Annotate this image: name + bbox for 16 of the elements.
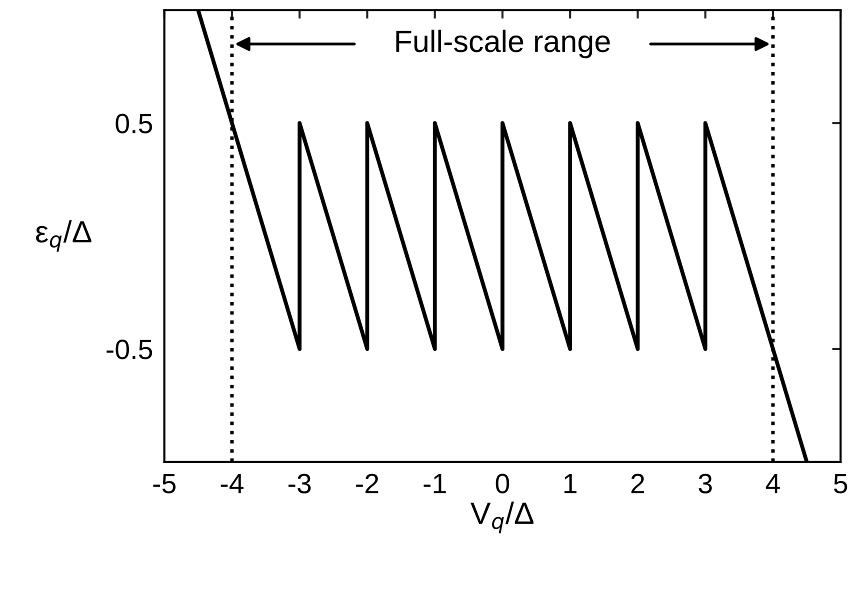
x-tick-label: 4 — [766, 474, 780, 494]
y-tick-label: 0.5 — [116, 114, 152, 134]
x-tick-label: -2 — [356, 474, 378, 494]
y-axis-title: ε$_{q}$/Δ — [36, 220, 92, 252]
x-tick-label: 3 — [698, 474, 712, 494]
x-tick-label: -3 — [288, 474, 311, 494]
x-tick-label: 1 — [564, 474, 576, 494]
x-tick-label: -1 — [424, 474, 446, 494]
x-tick-label: -4 — [220, 474, 244, 494]
x-tick-label: 0 — [496, 474, 510, 494]
x-tick-label: 5 — [834, 474, 848, 494]
x-axis-title: V$_{q}$/Δ — [470, 502, 534, 534]
annotation: Full-scale range — [396, 30, 610, 58]
y-tick-label: -0.5 — [106, 340, 152, 360]
x-tick-label: -5 — [153, 474, 176, 494]
x-tick-label: 2 — [631, 474, 644, 494]
